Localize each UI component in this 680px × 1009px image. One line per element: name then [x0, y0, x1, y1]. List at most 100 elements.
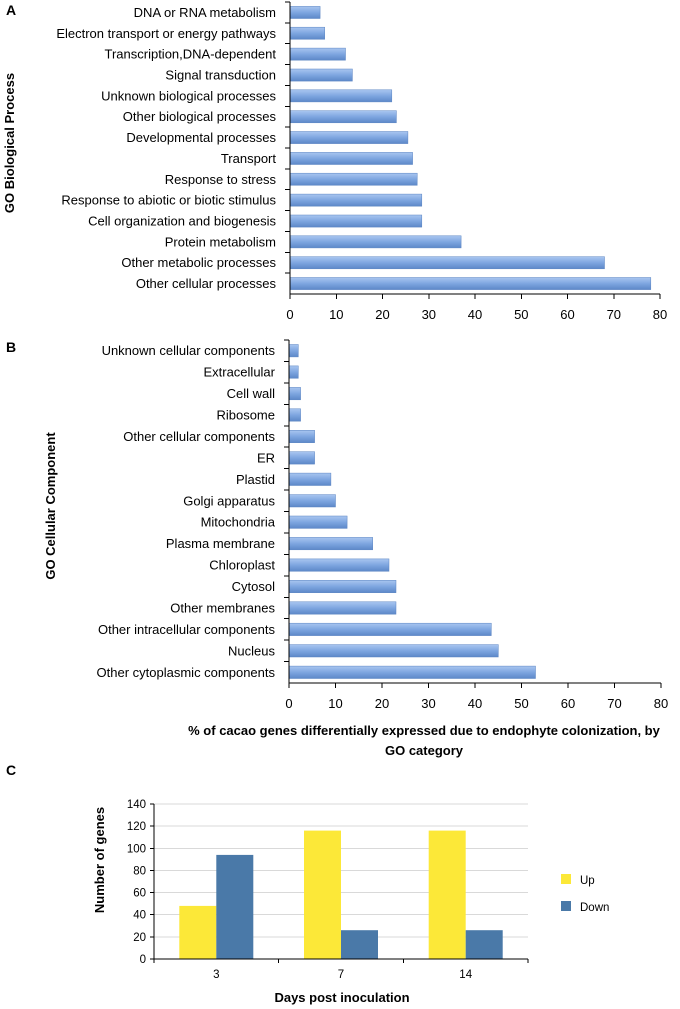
panel-c-bars: [179, 830, 503, 959]
x-tick-label: 60: [560, 307, 574, 322]
category-label: Electron transport or energy pathways: [56, 26, 276, 41]
x-tick-label: 3: [213, 969, 219, 981]
x-tick-label: 0: [286, 307, 293, 322]
bar-chloroplast: [288, 558, 390, 572]
bar-electron-transport-or-energy-pathways: [289, 26, 325, 40]
category-label: Nucleus: [228, 643, 275, 658]
x-tick-label: 60: [561, 696, 575, 711]
y-tick-label: 60: [133, 888, 146, 900]
panel-a-chart: A GO Biological Process DNA or RNA metab…: [2, 1, 667, 322]
x-tick-label: 40: [468, 696, 482, 711]
panel-c-y-axis-label: Number of genes: [92, 807, 107, 913]
bar-other-intracellular-components: [288, 622, 492, 636]
bar-down-day-7: [341, 930, 378, 959]
x-tick-label: 0: [285, 696, 292, 711]
category-label: Cell organization and biogenesis: [88, 214, 276, 229]
category-label: Cytosol: [232, 579, 275, 594]
y-tick-label: 0: [140, 954, 146, 966]
category-label: ER: [257, 450, 275, 465]
category-label: Transport: [221, 151, 277, 166]
category-label: Extracellular: [203, 365, 275, 380]
category-label: Ribosome: [216, 408, 275, 423]
panel-b-category-labels: Unknown cellular components Extracellular…: [97, 343, 276, 680]
bar-transport: [289, 152, 413, 165]
category-label: DNA or RNA metabolism: [134, 5, 276, 20]
panel-c-chart: C Number of genes 0 20 40 60 80 100 120 140 3 7 1…: [6, 762, 609, 1005]
panel-a-category-labels: DNA or RNA metabolism Electron transport …: [56, 5, 276, 291]
panel-b-axes: [284, 339, 662, 688]
panel-b-x-ticks: 0 10 20 30 40 50 60 70 80: [285, 696, 668, 711]
panel-c-y-ticks: 0 20 40 60 80 100 120 140: [127, 799, 146, 966]
panel-b-bars: [288, 344, 536, 679]
bar-other-membranes: [288, 601, 397, 615]
y-tick-label: 20: [133, 932, 146, 944]
y-tick-label: 80: [133, 865, 146, 877]
x-tick-label: 10: [328, 696, 342, 711]
legend-swatch-up: [561, 874, 571, 884]
category-label: Protein metabolism: [165, 234, 276, 249]
category-label: Other metabolic processes: [121, 255, 276, 270]
panel-a-bars: [289, 6, 652, 290]
bar-mitochondria: [288, 515, 348, 529]
category-label: Other biological processes: [123, 109, 277, 124]
category-label: Unknown biological processes: [101, 88, 276, 103]
bar-golgi-apparatus: [288, 494, 336, 508]
legend-label-down: Down: [580, 902, 609, 914]
bar-down-day-3: [216, 854, 254, 959]
bar-up-day-7: [304, 830, 341, 959]
category-label: Other membranes: [170, 601, 275, 616]
bar-plasma-membrane: [288, 537, 373, 551]
category-label: Plasma membrane: [166, 536, 275, 551]
x-tick-label: 80: [654, 696, 668, 711]
panel-b-chart: B GO Cellular Component Unknown cellular…: [6, 339, 668, 758]
bar-extracellular: [288, 365, 299, 379]
bar-down-day-14: [465, 930, 503, 959]
bar-transcription-dna-dependent: [289, 47, 346, 61]
bar-response-to-stress: [289, 172, 418, 186]
category-label: Other intracellular components: [98, 622, 276, 637]
x-tick-label: 70: [607, 307, 621, 322]
bar-protein-metabolism: [289, 235, 462, 249]
category-label: Other cellular processes: [136, 276, 277, 291]
x-tick-label: 10: [329, 307, 343, 322]
category-label: Transcription,DNA-dependent: [105, 47, 277, 62]
bar-cytosol: [288, 580, 397, 593]
bar-other-cellular-components: [288, 430, 315, 443]
bar-other-metabolic-processes: [289, 256, 605, 270]
category-label: Plastid: [236, 472, 275, 487]
bar-up-day-14: [428, 830, 466, 959]
bar-plastid: [288, 472, 332, 486]
panel-b-x-axis-label-line-1: % of cacao genes differentially expresse…: [188, 723, 660, 738]
panel-a-x-ticks: 0 10 20 30 40 50 60 70 80: [286, 307, 667, 322]
panel-a-y-axis-label: GO Biological Process: [2, 73, 17, 213]
bar-ribosome: [288, 408, 301, 422]
bar-er: [288, 451, 315, 465]
bar-signal-transduction: [289, 68, 353, 82]
panel-b-letter: B: [6, 339, 16, 355]
bar-unknown-biological-processes: [289, 89, 393, 103]
x-tick-label: 80: [653, 307, 667, 322]
bar-response-to-abiotic-or-biotic-stimulus: [289, 193, 423, 207]
category-label: Developmental processes: [126, 130, 276, 145]
panel-c-x-ticks: 3 7 14: [213, 969, 473, 981]
bar-other-cellular-processes: [289, 277, 652, 290]
bar-other-cytoplasmic-components: [288, 665, 536, 679]
category-label: Other cytoplasmic components: [97, 665, 276, 680]
x-tick-label: 50: [514, 307, 528, 322]
x-tick-label: 14: [459, 969, 472, 981]
panel-c-axes: [150, 803, 529, 963]
bar-dna-or-rna-metabolism: [289, 6, 321, 19]
x-tick-label: 30: [422, 307, 436, 322]
category-label: Signal transduction: [165, 68, 276, 83]
x-tick-label: 70: [607, 696, 621, 711]
category-label: Other cellular components: [123, 429, 275, 444]
panel-b-y-axis-label: GO Cellular Component: [43, 432, 58, 580]
x-tick-label: 7: [338, 969, 344, 981]
category-label: Response to abiotic or biotic stimulus: [61, 193, 276, 208]
x-tick-label: 20: [375, 696, 389, 711]
panel-c-legend: Up Down: [561, 874, 609, 914]
category-label: Golgi apparatus: [183, 493, 275, 508]
bar-unknown-cellular-components: [288, 344, 299, 358]
legend-label-up: Up: [580, 875, 595, 887]
